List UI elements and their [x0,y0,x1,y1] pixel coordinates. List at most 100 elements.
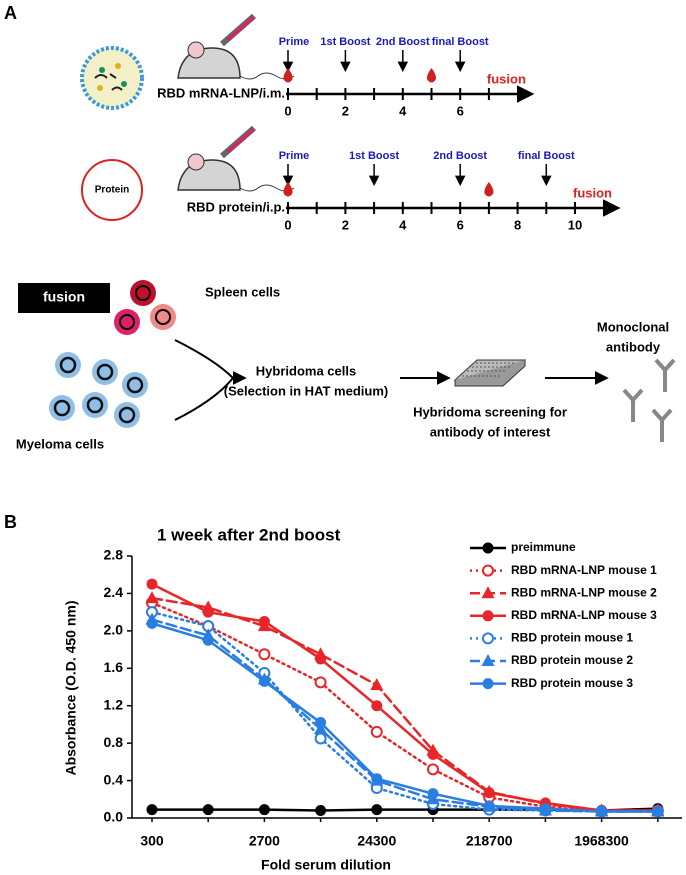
marker [652,805,664,817]
arrow [174,377,234,421]
x-tick-label: 1968300 [574,833,629,849]
blood-drop [484,182,494,197]
marker [482,542,494,554]
marker [371,773,383,785]
legend-label: RBD protein mouse 2 [511,653,633,667]
marker [145,591,159,604]
timeline-tick-label: 0 [284,103,291,118]
marker [146,617,158,629]
antigen-label: Protein [95,185,129,196]
event-label: final Boost [518,150,575,162]
marker [146,804,158,816]
y-tick-label: 0.4 [104,771,124,787]
route-label: RBD protein/i.p. [187,199,285,214]
marker [483,787,495,799]
marker [258,648,271,661]
blood-drop [283,182,293,197]
antibody-icons [622,358,676,442]
marker [481,654,495,666]
marker [258,675,270,687]
y-tick-label: 2.4 [104,584,124,600]
legend-label: preimmune [511,540,576,554]
marker [482,678,494,690]
event-label: final Boost [432,36,489,48]
marker [202,804,214,816]
marker [202,634,214,646]
panel-label: A [4,3,17,23]
event-label: 2nd Boost [433,150,487,162]
marker [202,606,214,618]
legend-label: RBD mRNA-LNP mouse 1 [511,563,657,577]
hybridoma-label: Hybridoma cells [256,363,356,378]
event-label: 1st Boost [349,150,399,162]
marker [315,653,327,665]
legend-label: RBD protein mouse 1 [511,631,633,645]
timeline-tick-label: 4 [399,103,407,118]
marker [314,732,327,745]
product-label: Monoclonal [597,319,669,334]
arrow [174,339,234,379]
y-tick-label: 1.6 [104,659,124,675]
product-label: antibody [606,339,661,354]
y-tick-label: 0.8 [104,734,124,750]
marker [427,788,439,800]
marker [482,610,494,622]
timeline-tick-label: 0 [284,217,291,232]
panel-label: B [4,512,17,532]
mouse-icon [177,13,295,80]
y-axis-label: Absorbance (O.D. 450 nm) [63,600,79,775]
marker [427,763,439,776]
x-tick-label: 24300 [357,833,396,849]
event-label: Prime [279,36,310,48]
marker [596,805,608,817]
timeline-tick-label: 2 [342,217,349,232]
lnp-icon [80,46,144,110]
x-tick-label: 218700 [466,833,513,849]
marker [258,804,270,816]
fusion-label: fusion [573,185,612,200]
event-label: 1st Boost [320,36,370,48]
blood-drop [283,68,293,83]
mouse-icon [177,125,295,192]
series-line [150,622,660,813]
marker [314,676,327,689]
event-label: Prime [279,150,310,162]
marker [146,578,158,590]
timeline-tick-label: 8 [514,217,521,232]
marker [370,678,384,691]
screening-label: antibody of interest [430,424,551,439]
marker [482,564,494,577]
plate-icon [453,359,527,387]
legend-label: RBD mRNA-LNP mouse 2 [511,585,657,599]
marker [539,803,551,815]
blood-drop [427,68,436,83]
marker [315,805,327,817]
event-label: 2nd Boost [376,36,430,48]
myeloma-cells [49,352,148,428]
marker [371,804,383,816]
hybridoma-label: (Selection in HAT medium) [224,383,388,398]
marker [483,800,495,812]
y-tick-label: 0.0 [104,809,124,825]
route-label: RBD mRNA-LNP/i.m. [157,85,285,100]
fusion-box [18,283,110,313]
myeloma-label: Myeloma cells [16,436,104,451]
series-line [150,582,660,812]
marker [427,748,439,760]
timeline-tick-label: 6 [457,217,464,232]
marker [258,616,270,627]
marker [482,632,494,645]
timeline-tick-label: 6 [457,103,464,118]
y-tick-label: 2.8 [104,547,124,563]
x-tick-label: 2700 [249,833,280,849]
spleen-cells [114,280,176,335]
marker [481,586,495,599]
fusion-label: fusion [43,289,85,305]
x-axis-label: Fold serum dilution [261,857,391,873]
x-tick-label: 300 [140,833,164,849]
legend-label: RBD protein mouse 3 [511,676,633,690]
y-tick-label: 2.0 [104,622,124,638]
series-line [150,618,660,813]
